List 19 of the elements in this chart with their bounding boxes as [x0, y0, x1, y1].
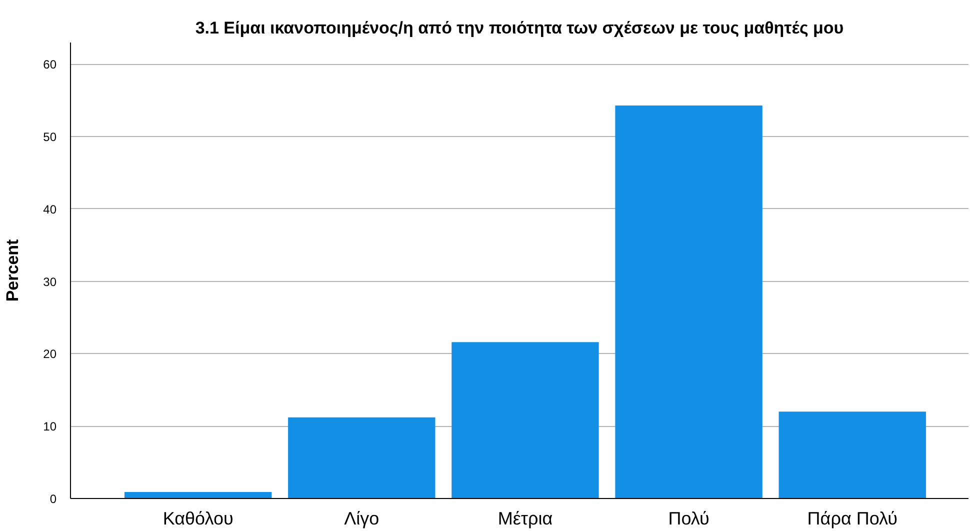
y-axis-title: Percent [3, 238, 22, 302]
y-tick-label: 40 [43, 202, 57, 216]
bar [778, 412, 926, 498]
x-tick-label: Καθόλου [162, 508, 234, 528]
x-tick-label: Πάρα Πολύ [807, 508, 898, 528]
y-tick-label: 0 [50, 492, 57, 506]
y-tick-label: 60 [43, 58, 57, 72]
bar [288, 417, 436, 498]
y-tick-label: 20 [43, 347, 57, 362]
x-tick-label: Μέτρια [498, 508, 553, 528]
x-tick-label: Πολύ [668, 508, 710, 528]
y-tick-label: 30 [43, 274, 57, 289]
y-tick-label: 50 [43, 130, 57, 144]
y-tick-label: 10 [43, 420, 57, 434]
chart-title: 3.1 Είμαι ικανοποιημένος/η από την ποιότητα των σχέσεων με τους μαθητές μου [195, 18, 844, 38]
x-tick-label: Λίγο [344, 508, 380, 528]
bar [124, 492, 272, 498]
bar [615, 105, 762, 498]
bar [452, 342, 599, 498]
